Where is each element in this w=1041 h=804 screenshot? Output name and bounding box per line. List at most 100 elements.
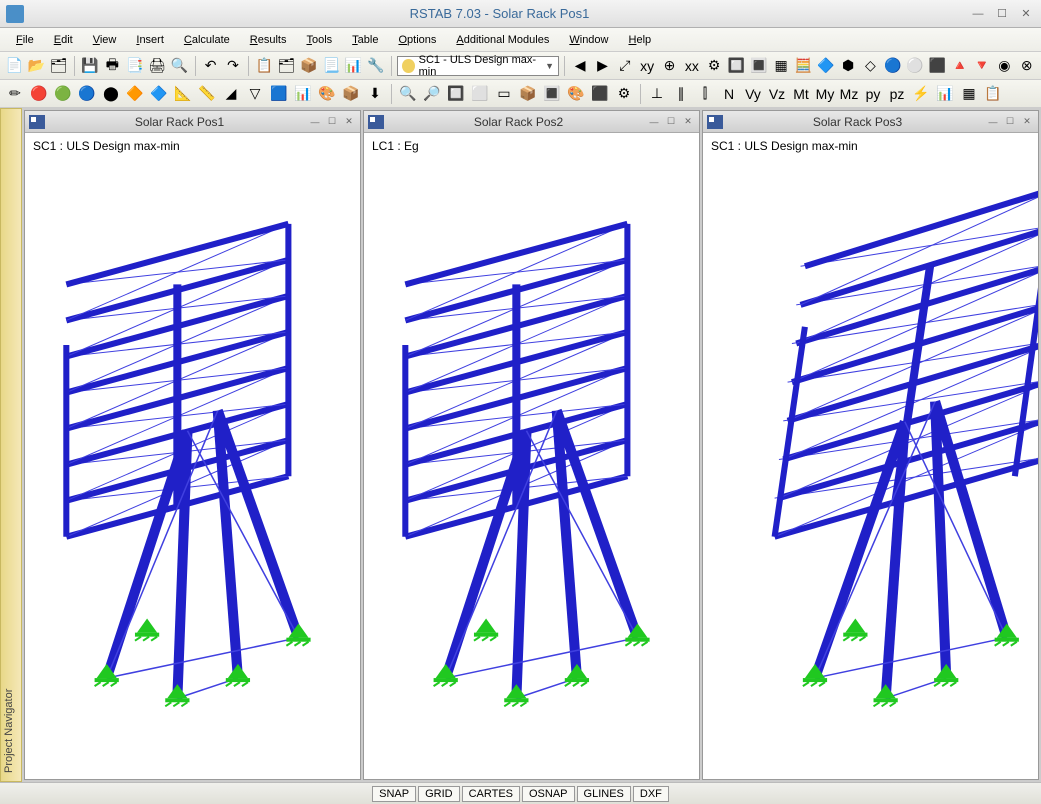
undo-btn-0[interactable]: ↶ [200, 55, 220, 77]
misc-btn-2[interactable]: 📦 [299, 55, 319, 77]
view-minimize[interactable]: — [986, 116, 1000, 128]
status-grid[interactable]: GRID [418, 786, 460, 802]
view-btn-6[interactable]: 🔳 [541, 83, 563, 105]
result-btn-0[interactable]: ⊥ [646, 83, 668, 105]
edit-btn-13[interactable]: 🎨 [316, 83, 338, 105]
result-btn-3[interactable]: N [718, 83, 740, 105]
result-btn-8[interactable]: Mz [838, 83, 860, 105]
edit-btn-4[interactable]: ⬤ [100, 83, 122, 105]
nav-btn-0[interactable]: ◀ [570, 55, 590, 77]
misc-btn-3[interactable]: 📃 [321, 55, 341, 77]
nav-btn-19[interactable]: ◉ [994, 55, 1014, 77]
nav-btn-13[interactable]: ◇ [860, 55, 880, 77]
close-button[interactable]: ✕ [1017, 6, 1035, 22]
status-dxf[interactable]: DXF [633, 786, 669, 802]
menu-options[interactable]: Options [390, 32, 444, 48]
view-btn-8[interactable]: ⬛ [589, 83, 611, 105]
view-maximize[interactable]: ☐ [325, 116, 339, 128]
view-btn-2[interactable]: 🔲 [445, 83, 467, 105]
menu-view[interactable]: View [85, 32, 125, 48]
edit-btn-14[interactable]: 📦 [340, 83, 362, 105]
nav-btn-10[interactable]: 🧮 [793, 55, 813, 77]
edit-btn-8[interactable]: 📏 [196, 83, 218, 105]
view-btn-1[interactable]: 🔎 [421, 83, 443, 105]
nav-btn-17[interactable]: 🔺 [950, 55, 970, 77]
misc-btn-1[interactable]: 🗂 [276, 55, 296, 77]
nav-btn-11[interactable]: 🔷 [816, 55, 836, 77]
minimize-button[interactable]: — [969, 6, 987, 22]
loadcase-combo[interactable]: SC1 - ULS Design max-min▼ [397, 56, 559, 76]
menu-tools[interactable]: Tools [298, 32, 340, 48]
view-canvas[interactable]: LC1 : Eg [364, 133, 699, 779]
view-close[interactable]: ✕ [342, 116, 356, 128]
view-btn-0[interactable]: 🔍 [397, 83, 419, 105]
nav-btn-6[interactable]: ⚙ [704, 55, 724, 77]
nav-btn-15[interactable]: ⚪ [905, 55, 925, 77]
file2-btn-0[interactable]: 💾 [80, 55, 100, 77]
nav-btn-20[interactable]: ⊗ [1017, 55, 1037, 77]
view-close[interactable]: ✕ [681, 116, 695, 128]
menu-file[interactable]: File [8, 32, 42, 48]
nav-btn-1[interactable]: ▶ [592, 55, 612, 77]
maximize-button[interactable]: ☐ [993, 6, 1011, 22]
edit-btn-12[interactable]: 📊 [292, 83, 314, 105]
nav-btn-5[interactable]: xx [682, 55, 702, 77]
file-btn-1[interactable]: 📂 [26, 55, 46, 77]
edit-btn-9[interactable]: ◢ [220, 83, 242, 105]
edit-btn-2[interactable]: 🟢 [52, 83, 74, 105]
undo-btn-1[interactable]: ↷ [223, 55, 243, 77]
result-btn-12[interactable]: 📊 [934, 83, 956, 105]
file2-btn-3[interactable]: 🖨 [147, 55, 167, 77]
menu-table[interactable]: Table [344, 32, 386, 48]
result-btn-6[interactable]: Mt [790, 83, 812, 105]
nav-btn-4[interactable]: ⊕ [659, 55, 679, 77]
misc-btn-4[interactable]: 📊 [343, 55, 363, 77]
result-btn-1[interactable]: ∥ [670, 83, 692, 105]
menu-calculate[interactable]: Calculate [176, 32, 238, 48]
result-btn-2[interactable]: ⫿ [694, 83, 716, 105]
result-btn-7[interactable]: My [814, 83, 836, 105]
view-btn-4[interactable]: ▭ [493, 83, 515, 105]
view-btn-3[interactable]: ⬜ [469, 83, 491, 105]
status-snap[interactable]: SNAP [372, 786, 416, 802]
edit-btn-5[interactable]: 🔶 [124, 83, 146, 105]
status-osnap[interactable]: OSNAP [522, 786, 575, 802]
menu-additional-modules[interactable]: Additional Modules [448, 32, 557, 48]
edit-btn-0[interactable]: ✏ [4, 83, 26, 105]
view-maximize[interactable]: ☐ [1003, 116, 1017, 128]
result-btn-10[interactable]: pz [886, 83, 908, 105]
nav-btn-3[interactable]: xy [637, 55, 657, 77]
misc-btn-0[interactable]: 📋 [254, 55, 274, 77]
project-navigator-tab[interactable]: Project Navigator [0, 108, 22, 782]
menu-insert[interactable]: Insert [128, 32, 172, 48]
view-maximize[interactable]: ☐ [664, 116, 678, 128]
menu-edit[interactable]: Edit [46, 32, 81, 48]
view-canvas[interactable]: SC1 : ULS Design max-min [25, 133, 360, 779]
view-canvas[interactable]: SC1 : ULS Design max-min [703, 133, 1038, 779]
edit-btn-10[interactable]: ▽ [244, 83, 266, 105]
result-btn-11[interactable]: ⚡ [910, 83, 932, 105]
file-btn-2[interactable]: 🗂 [49, 55, 69, 77]
file2-btn-4[interactable]: 🔍 [169, 55, 189, 77]
nav-btn-16[interactable]: ⬛ [927, 55, 947, 77]
edit-btn-11[interactable]: 🟦 [268, 83, 290, 105]
view-btn-5[interactable]: 📦 [517, 83, 539, 105]
status-glines[interactable]: GLINES [577, 786, 631, 802]
nav-btn-12[interactable]: ⬢ [838, 55, 858, 77]
result-btn-9[interactable]: py [862, 83, 884, 105]
nav-btn-8[interactable]: 🔳 [749, 55, 769, 77]
view-close[interactable]: ✕ [1020, 116, 1034, 128]
file-btn-0[interactable]: 📄 [4, 55, 24, 77]
edit-btn-6[interactable]: 🔷 [148, 83, 170, 105]
nav-btn-9[interactable]: ▦ [771, 55, 791, 77]
edit-btn-3[interactable]: 🔵 [76, 83, 98, 105]
file2-btn-2[interactable]: 📑 [125, 55, 145, 77]
misc-btn-5[interactable]: 🔧 [366, 55, 386, 77]
menu-results[interactable]: Results [242, 32, 295, 48]
view-minimize[interactable]: — [308, 116, 322, 128]
nav-btn-2[interactable]: ⤢ [615, 55, 635, 77]
nav-btn-18[interactable]: 🔻 [972, 55, 992, 77]
nav-btn-7[interactable]: 🔲 [726, 55, 746, 77]
result-btn-13[interactable]: ▦ [958, 83, 980, 105]
edit-btn-15[interactable]: ⬇ [364, 83, 386, 105]
